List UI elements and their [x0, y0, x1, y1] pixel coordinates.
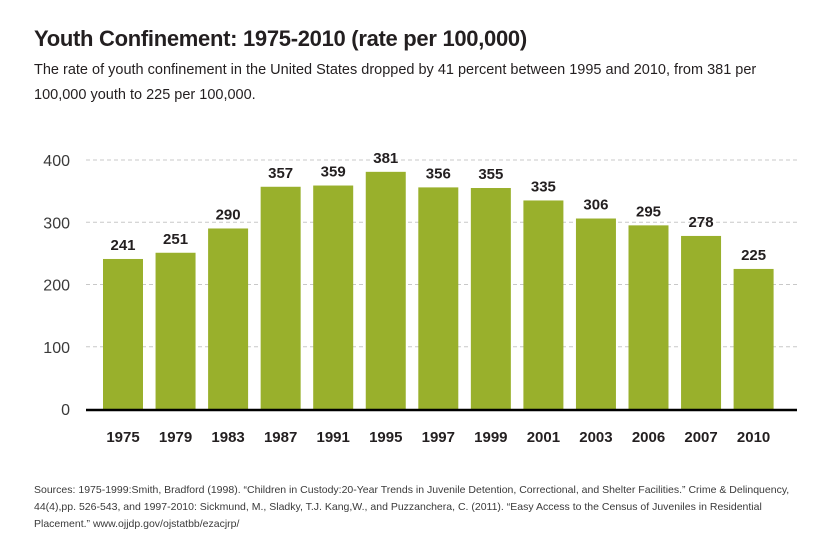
- y-tick-label: 100: [43, 340, 70, 357]
- x-tick-label: 1991: [317, 429, 350, 446]
- x-tick-label: 1979: [159, 429, 192, 446]
- data-label: 355: [478, 166, 503, 183]
- bar: [523, 200, 564, 409]
- data-label: 306: [583, 197, 608, 214]
- data-label: 359: [321, 164, 346, 181]
- x-tick-label: 1987: [264, 429, 297, 446]
- bar: [155, 252, 196, 409]
- bar: [208, 228, 249, 409]
- data-label: 290: [216, 206, 241, 223]
- x-tick-label: 1997: [422, 429, 455, 446]
- data-label: 251: [163, 231, 188, 248]
- bar: [313, 185, 354, 409]
- sources-note: Sources: 1975-1999:Smith, Bradford (1998…: [34, 484, 790, 530]
- data-label: 278: [689, 214, 714, 231]
- bars: [103, 171, 774, 409]
- bar: [575, 218, 616, 409]
- bar: [365, 171, 406, 409]
- x-tick-label: 1983: [211, 429, 244, 446]
- x-tick-label: 2007: [684, 429, 717, 446]
- bar: [733, 268, 774, 409]
- x-tick-label: 2003: [579, 429, 612, 446]
- x-tick-label: 2010: [737, 429, 770, 446]
- bar: [681, 235, 722, 409]
- x-axis-labels: 1975 1979 1983 1987 1991 1995 1997 1999 2001 2003…: [106, 429, 770, 446]
- x-tick-label: 2006: [632, 429, 665, 446]
- bar: [470, 188, 511, 409]
- data-label: 335: [531, 178, 556, 195]
- x-tick-label: 1975: [106, 429, 139, 446]
- x-tick-label: 1999: [474, 429, 507, 446]
- chart-title: Youth Confinement: 1975-2010 (rate per 1…: [34, 26, 527, 51]
- bar: [103, 258, 143, 409]
- y-tick-label: 300: [43, 215, 70, 232]
- bar: [260, 186, 301, 409]
- x-tick-label: 2001: [527, 429, 560, 446]
- data-label: 241: [110, 237, 135, 254]
- data-label: 357: [268, 165, 293, 182]
- y-tick-label: 0: [61, 402, 70, 419]
- chart-subtitle: The rate of youth confinement in the Uni…: [34, 62, 757, 103]
- y-tick-label: 400: [43, 153, 70, 170]
- y-tick-label: 200: [43, 278, 70, 295]
- data-label: 225: [741, 247, 766, 264]
- x-tick-label: 1995: [369, 429, 402, 446]
- value-labels: 241 251 290 357 359 381 356 355 335 306 295 278 225: [110, 150, 766, 264]
- data-label: 356: [426, 165, 451, 182]
- bar: [628, 225, 669, 409]
- data-label: 381: [373, 150, 398, 167]
- data-label: 295: [636, 203, 661, 220]
- bar: [418, 187, 459, 409]
- y-axis-ticks: 0 100 200 300 400: [43, 153, 70, 419]
